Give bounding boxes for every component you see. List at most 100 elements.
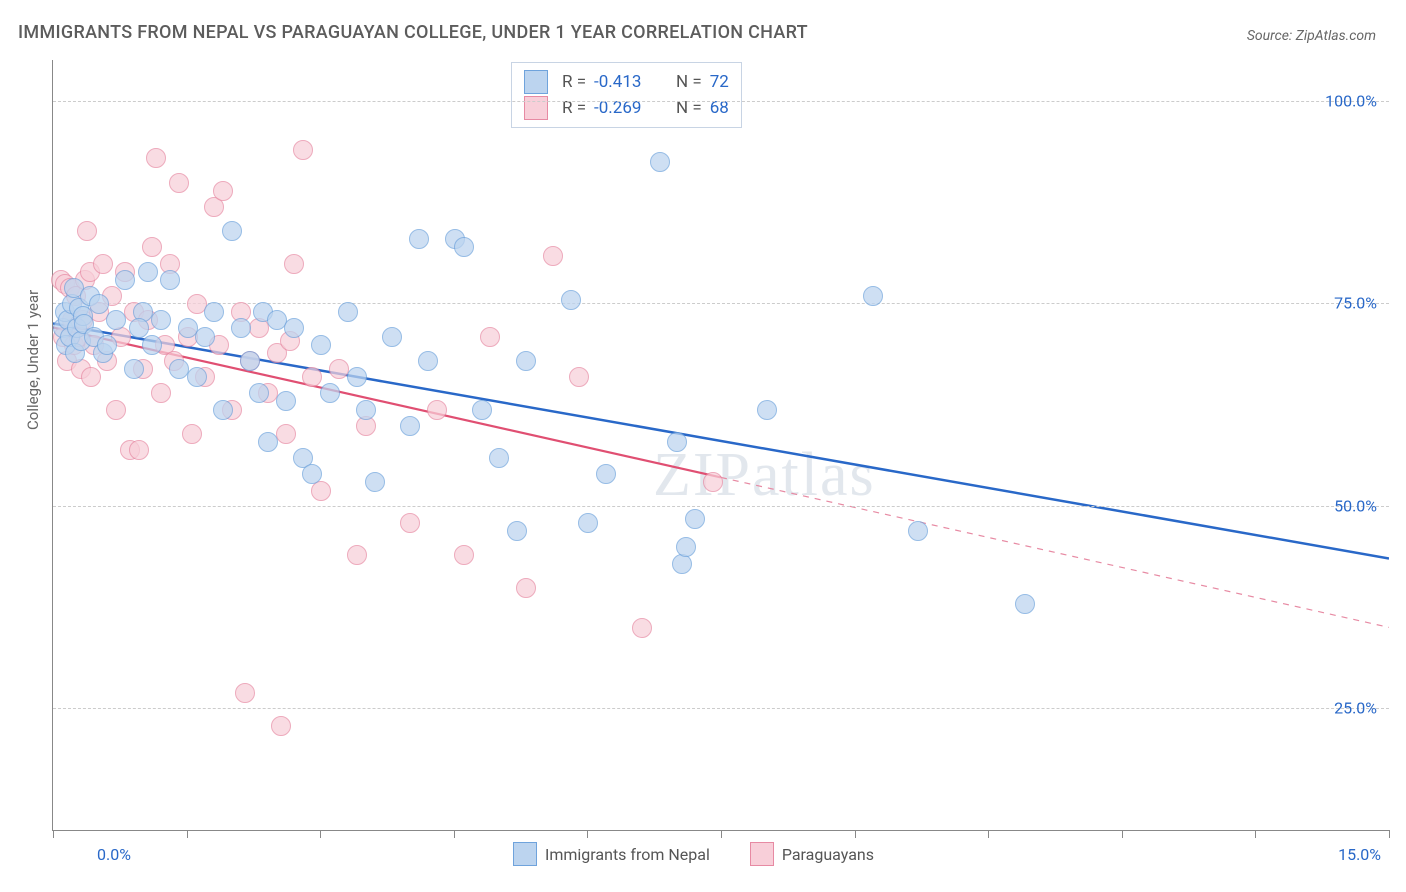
scatter-point <box>129 440 149 460</box>
scatter-point <box>427 400 447 420</box>
scatter-point <box>320 383 340 403</box>
scatter-point <box>89 294 109 314</box>
source-attribution: Source: ZipAtlas.com <box>1247 28 1376 44</box>
scatter-point <box>231 318 251 338</box>
scatter-point <box>302 367 322 387</box>
x-tick <box>721 830 722 838</box>
n-label-2: N = <box>676 95 702 121</box>
scatter-point <box>293 140 313 160</box>
gridline <box>53 101 1389 102</box>
n-value-1: 72 <box>710 69 729 95</box>
series-legend-item-1: Immigrants from Nepal <box>513 842 710 866</box>
scatter-point <box>106 400 126 420</box>
scatter-point <box>516 351 536 371</box>
scatter-point <box>213 400 233 420</box>
scatter-point <box>472 400 492 420</box>
scatter-point <box>347 545 367 565</box>
plot-area: ZIPatlas R = -0.413 N = 72 R = -0.269 N … <box>52 60 1389 831</box>
trend-line <box>721 477 1389 627</box>
scatter-point <box>160 270 180 290</box>
y-axis-label: College, Under 1 year <box>24 290 42 430</box>
scatter-point <box>703 472 723 492</box>
scatter-point <box>276 391 296 411</box>
legend-swatch-1 <box>524 70 548 94</box>
scatter-point <box>908 521 928 541</box>
scatter-point <box>418 351 438 371</box>
series-legend: Immigrants from Nepal Paraguayans <box>513 842 874 866</box>
x-tick <box>1389 830 1390 838</box>
scatter-point <box>596 464 616 484</box>
y-tick-label: 50.0% <box>1334 496 1377 515</box>
series-label-2: Paraguayans <box>782 845 874 864</box>
scatter-point <box>400 416 420 436</box>
scatter-point <box>142 237 162 257</box>
correlation-legend: R = -0.413 N = 72 R = -0.269 N = 68 <box>511 62 742 128</box>
r-value-1: -0.413 <box>594 69 658 95</box>
scatter-point <box>400 513 420 533</box>
scatter-point <box>81 367 101 387</box>
scatter-point <box>77 221 97 241</box>
source-name: ZipAtlas.com <box>1296 28 1376 44</box>
scatter-point <box>204 302 224 322</box>
scatter-point <box>757 400 777 420</box>
x-axis-max-label: 15.0% <box>1338 845 1381 864</box>
x-tick <box>53 830 54 838</box>
scatter-point <box>1015 594 1035 614</box>
scatter-point <box>213 181 233 201</box>
scatter-point <box>258 432 278 452</box>
x-tick <box>1255 830 1256 838</box>
scatter-point <box>454 545 474 565</box>
series-label-1: Immigrants from Nepal <box>545 845 710 864</box>
trend-lines-svg <box>53 60 1389 830</box>
r-value-2: -0.269 <box>594 95 658 121</box>
r-label-1: R = <box>562 69 586 95</box>
series-swatch-1 <box>513 842 537 866</box>
scatter-point <box>97 335 117 355</box>
scatter-point <box>93 254 113 274</box>
scatter-point <box>284 318 304 338</box>
scatter-point <box>676 537 696 557</box>
series-swatch-2 <box>750 842 774 866</box>
scatter-point <box>365 472 385 492</box>
scatter-point <box>222 221 242 241</box>
gridline <box>53 506 1389 507</box>
gridline <box>53 303 1389 304</box>
series-legend-item-2: Paraguayans <box>750 842 874 866</box>
scatter-point <box>138 262 158 282</box>
scatter-point <box>271 716 291 736</box>
scatter-point <box>169 173 189 193</box>
scatter-point <box>382 327 402 347</box>
scatter-point <box>311 335 331 355</box>
scatter-point <box>169 359 189 379</box>
scatter-point <box>347 367 367 387</box>
scatter-point <box>338 302 358 322</box>
scatter-point <box>507 521 527 541</box>
chart-title: IMMIGRANTS FROM NEPAL VS PARAGUAYAN COLL… <box>18 22 808 43</box>
n-label-1: N = <box>676 69 702 95</box>
scatter-point <box>182 424 202 444</box>
scatter-point <box>578 513 598 533</box>
x-tick <box>320 830 321 838</box>
scatter-point <box>667 432 687 452</box>
scatter-point <box>356 400 376 420</box>
scatter-point <box>240 351 260 371</box>
scatter-point <box>489 448 509 468</box>
legend-row-2: R = -0.269 N = 68 <box>524 95 729 121</box>
scatter-point <box>650 152 670 172</box>
x-tick <box>187 830 188 838</box>
scatter-point <box>142 335 162 355</box>
scatter-point <box>276 424 296 444</box>
x-tick <box>587 830 588 838</box>
scatter-point <box>146 148 166 168</box>
watermark: ZIPatlas <box>653 440 876 511</box>
x-tick <box>454 830 455 838</box>
scatter-point <box>129 318 149 338</box>
scatter-point <box>151 383 171 403</box>
scatter-point <box>569 367 589 387</box>
scatter-point <box>151 310 171 330</box>
scatter-point <box>187 367 207 387</box>
scatter-point <box>561 290 581 310</box>
gridline <box>53 708 1389 709</box>
scatter-point <box>115 270 135 290</box>
scatter-point <box>480 327 500 347</box>
